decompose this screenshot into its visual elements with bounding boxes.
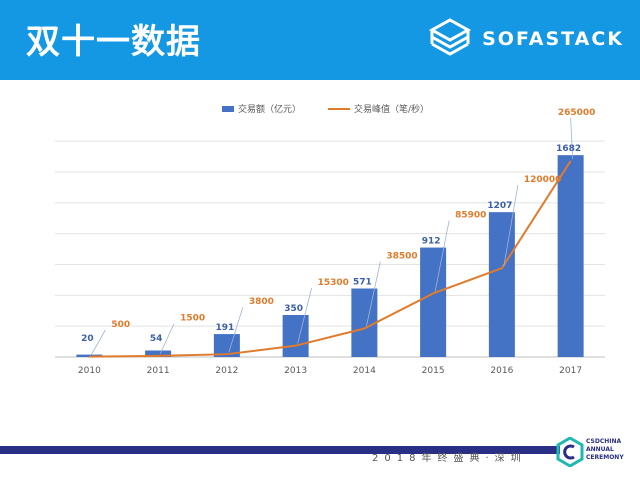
line-series-path bbox=[89, 160, 572, 358]
line-data-label: 15300 bbox=[318, 278, 349, 288]
line-data-label: 3800 bbox=[249, 297, 274, 307]
leader-line bbox=[365, 261, 381, 327]
line-data-label: 38500 bbox=[386, 251, 417, 261]
page-title: 双十一数据 bbox=[26, 22, 201, 62]
x-axis-ticks: 2010 2011 2012 2013 2014 2015 2016 2017 bbox=[78, 366, 582, 376]
x-tick-label: 2014 bbox=[353, 366, 376, 376]
line-data-label: 85900 bbox=[455, 211, 486, 221]
leader-line bbox=[159, 323, 175, 355]
leader-line bbox=[570, 117, 574, 159]
stacked-cube-icon bbox=[429, 18, 472, 56]
legend-label: 交易额（亿元） bbox=[238, 103, 301, 115]
bar-data-label: 191 bbox=[215, 323, 234, 333]
x-tick-label: 2017 bbox=[559, 366, 582, 376]
bar bbox=[213, 334, 240, 357]
legend-label: 交易峰值（笔/秒） bbox=[354, 103, 429, 115]
line-data-label: 1500 bbox=[180, 314, 205, 324]
bar-series bbox=[76, 155, 584, 357]
footer-logo-line: CEREMONY bbox=[586, 454, 624, 461]
label-leader-lines bbox=[91, 117, 574, 355]
x-tick-label: 2015 bbox=[422, 366, 445, 376]
leader-line bbox=[228, 306, 244, 353]
brand-name: SOFASTACK bbox=[482, 28, 624, 50]
line-data-label: 120000 bbox=[524, 175, 562, 185]
bar bbox=[145, 350, 172, 357]
x-tick-label: 2016 bbox=[490, 366, 513, 376]
line-series bbox=[89, 160, 572, 358]
brand: SOFASTACK bbox=[428, 16, 624, 62]
header-banner: 双十一数据 SOFASTACK bbox=[0, 0, 640, 80]
leader-line bbox=[434, 220, 450, 292]
leader-line bbox=[297, 287, 313, 344]
leader-line bbox=[503, 185, 519, 267]
bar-data-label: 20 bbox=[81, 334, 94, 344]
footer-logo-line: CSDCHINA bbox=[586, 438, 622, 445]
footer-logo-text: CSDCHINA ANNUAL CEREMONY bbox=[586, 438, 638, 462]
footer-logo-line: ANNUAL bbox=[586, 446, 614, 453]
ceremony-c-logo-icon bbox=[556, 437, 584, 467]
line-data-label: 265000 bbox=[558, 108, 596, 118]
bar-data-label: 1682 bbox=[556, 144, 581, 154]
bar-data-label: 54 bbox=[150, 334, 163, 344]
bar bbox=[557, 155, 584, 357]
x-tick-label: 2010 bbox=[78, 366, 101, 376]
bar-data-label: 571 bbox=[353, 277, 372, 287]
bar-data-label: 912 bbox=[422, 237, 441, 247]
bar bbox=[420, 247, 447, 357]
legend-swatch-bar bbox=[222, 106, 234, 112]
leader-line bbox=[91, 329, 106, 355]
chart-grid bbox=[55, 140, 605, 358]
data-labels: 20 54 191 350 571 912 1207 1682 500 1500 3800 15300… bbox=[81, 108, 595, 344]
bar-data-label: 1207 bbox=[487, 201, 512, 211]
x-tick-label: 2011 bbox=[147, 366, 170, 376]
x-tick-label: 2013 bbox=[284, 366, 307, 376]
footer-text: 2018年终盛典·深圳 bbox=[372, 453, 527, 464]
bar bbox=[282, 315, 309, 357]
line-data-label: 500 bbox=[111, 320, 130, 330]
x-tick-label: 2012 bbox=[215, 366, 238, 376]
legend: 交易额（亿元） 交易峰值（笔/秒） bbox=[222, 103, 429, 115]
bar-data-label: 350 bbox=[284, 304, 303, 314]
bar bbox=[351, 288, 378, 357]
footer-bar bbox=[0, 446, 560, 454]
bar bbox=[488, 212, 515, 357]
chart: 20 54 191 350 571 912 1207 1682 500 1500 3800 15300… bbox=[55, 103, 605, 376]
